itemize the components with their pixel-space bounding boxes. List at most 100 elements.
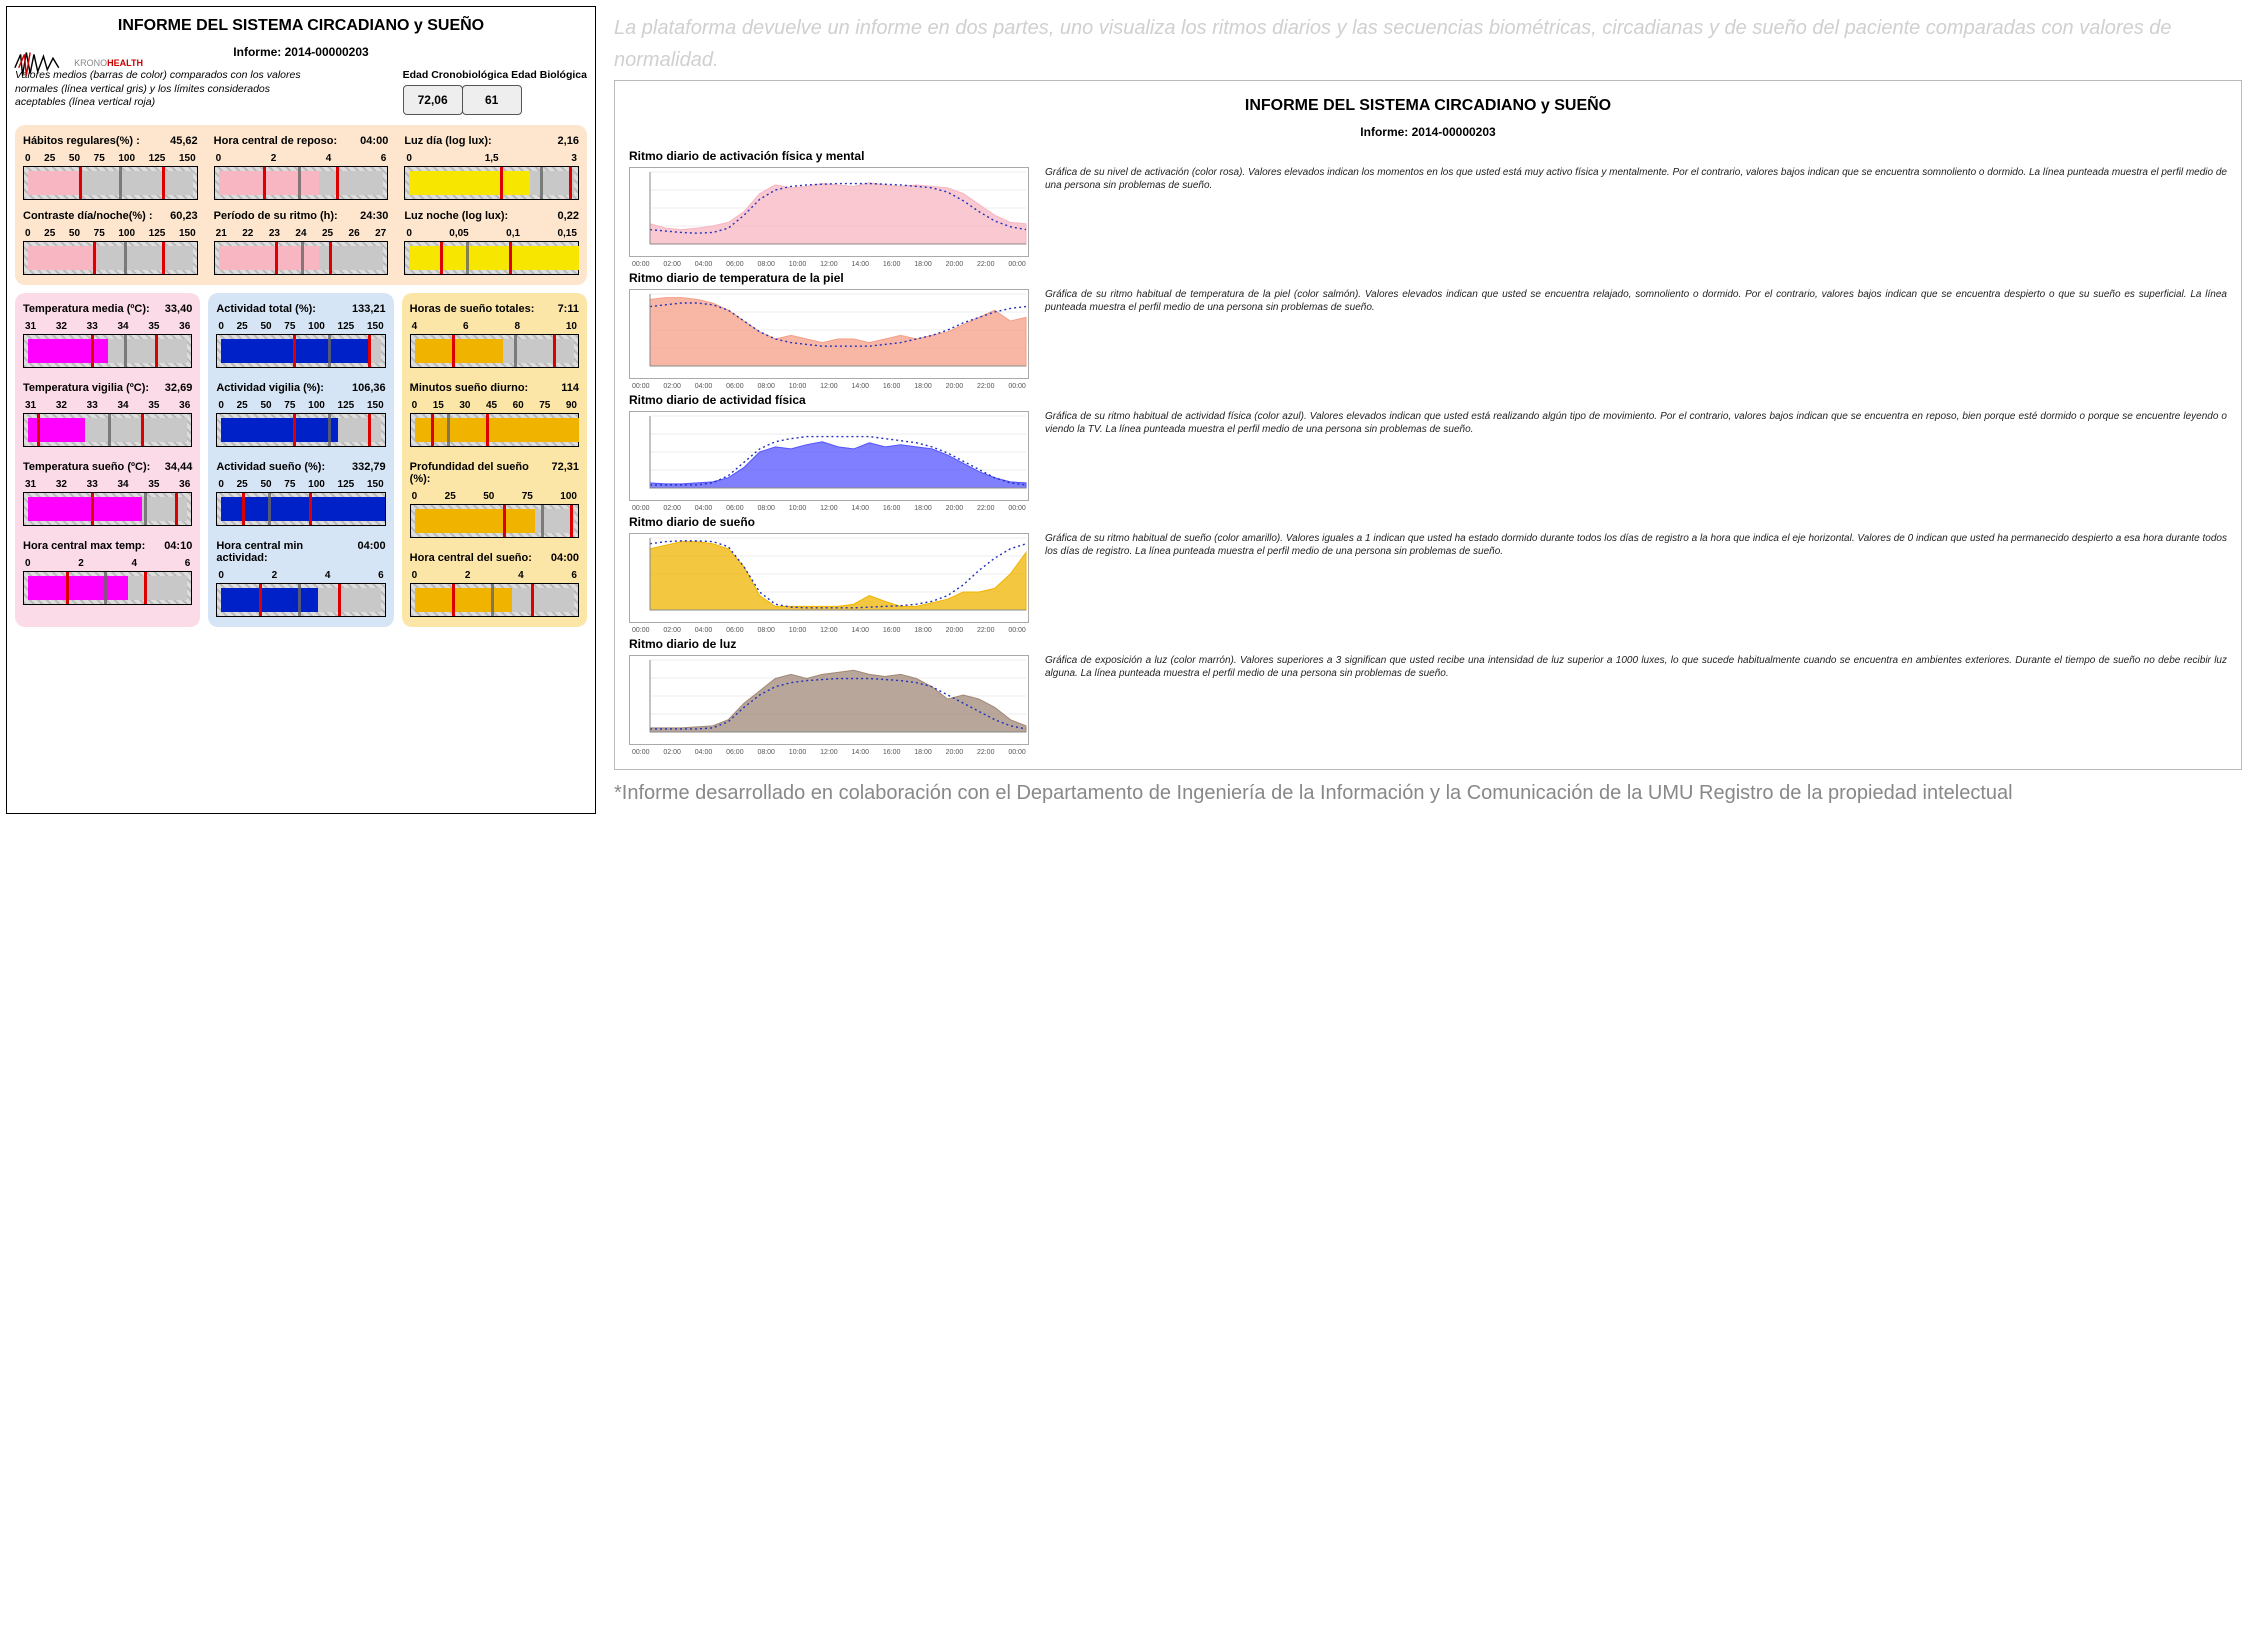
metric-label: Hora central min actividad: bbox=[216, 540, 357, 564]
metric-value: 7:11 bbox=[558, 303, 579, 315]
metric: Horas de sueño totales:7:1146810 bbox=[410, 301, 579, 368]
logo-text: KRONOHEALTH bbox=[74, 58, 143, 68]
metric-value: 34,44 bbox=[165, 461, 193, 473]
metric-value: 32,69 bbox=[165, 382, 193, 394]
sleep-column: Horas de sueño totales:7:1146810Minutos … bbox=[402, 293, 587, 627]
metric-ticks: 0255075100125150 bbox=[216, 479, 385, 490]
metric-ticks: 0255075100125150 bbox=[23, 153, 198, 164]
rhythm-desc: Gráfica de su ritmo habitual de temperat… bbox=[1045, 289, 2227, 314]
metric-ticks: 0153045607590 bbox=[410, 400, 579, 411]
metric-label: Hora central max temp: bbox=[23, 540, 145, 552]
metric-value: 0,22 bbox=[558, 210, 579, 222]
metric: Hora central max temp:04:100246 bbox=[23, 538, 192, 605]
metric-label: Contraste día/noche(%) : bbox=[23, 210, 153, 222]
metric-value: 332,79 bbox=[352, 461, 386, 473]
metric: Actividad vigilia (%):106,36025507510012… bbox=[216, 380, 385, 447]
metric: Temperatura sueño (ºC):34,44313233343536 bbox=[23, 459, 192, 526]
metric-label: Hora central de reposo: bbox=[214, 135, 337, 147]
metric: Hora central min actividad:04:00 0246 bbox=[216, 538, 385, 617]
metric-ticks: 0246 bbox=[216, 570, 385, 581]
bar-box bbox=[410, 413, 579, 447]
metric: Contraste día/noche(%) :60,2302550751001… bbox=[23, 208, 198, 275]
rhythm-chart: 00:0002:0004:0006:0008:0010:0012:0014:00… bbox=[629, 655, 1029, 745]
left-report-panel: KRONOHEALTH INFORME DEL SISTEMA CIRCADIA… bbox=[6, 6, 596, 814]
bar-box bbox=[23, 334, 192, 368]
top-metrics-group: Hábitos regulares(%) : 45,62 0255075100125… bbox=[15, 125, 587, 285]
metric-label: Minutos sueño diurno: bbox=[410, 382, 529, 394]
rhythm-title: Ritmo diario de sueño bbox=[629, 515, 2227, 529]
rhythm-title: Ritmo diario de actividad física bbox=[629, 393, 2227, 407]
metric-value: 60,23 bbox=[170, 210, 198, 222]
metric-value: 04:00 bbox=[551, 552, 579, 564]
age-header: Edad Cronobiológica Edad Biológica bbox=[403, 69, 587, 81]
logo: KRONOHEALTH bbox=[13, 45, 143, 81]
rhythm-desc: Gráfica de su nivel de activación (color… bbox=[1045, 167, 2227, 192]
metric-value: 45,62 bbox=[170, 135, 198, 147]
rhythm-block: Ritmo diario de activación física y ment… bbox=[629, 149, 2227, 257]
metric-value: 133,21 bbox=[352, 303, 386, 315]
metric: Profundidad del sueño (%):72,31025507510… bbox=[410, 459, 579, 538]
metric-ticks: 0255075100 bbox=[410, 491, 579, 502]
faded-intro: La plataforma devuelve un informe en dos… bbox=[614, 12, 2242, 76]
bar-box bbox=[23, 492, 192, 526]
activity-column: Actividad total (%): 133,21 02550751001251… bbox=[208, 293, 393, 627]
right-informe-label: Informe: 2014-00000203 bbox=[629, 125, 2227, 139]
metric: Período de su ritmo (h):24:3021222324252… bbox=[214, 208, 389, 275]
rhythm-chart: 00:0002:0004:0006:0008:0010:0012:0014:00… bbox=[629, 167, 1029, 257]
bar-box bbox=[23, 571, 192, 605]
metric-label: Horas de sueño totales: bbox=[410, 303, 535, 315]
metric-label: Actividad total (%): bbox=[216, 303, 316, 315]
edad-biologica: 61 bbox=[462, 85, 522, 115]
metric: Minutos sueño diurno: 114 0153045607590 bbox=[410, 380, 579, 447]
rhythm-chart: 00:0002:0004:0006:0008:0010:0012:0014:00… bbox=[629, 411, 1029, 501]
metric-ticks: 0246 bbox=[214, 153, 389, 164]
metric-value: 2,16 bbox=[558, 135, 579, 147]
rhythm-block: Ritmo diario de sueño 00:0002:0004:0006:0… bbox=[629, 515, 2227, 623]
footnote: *Informe desarrollado en colaboración co… bbox=[614, 778, 2242, 808]
bar-box bbox=[410, 583, 579, 617]
metric-ticks: 313233343536 bbox=[23, 479, 192, 490]
metric: Actividad sueño (%):332,7902550751001251… bbox=[216, 459, 385, 526]
bar-box bbox=[404, 166, 579, 200]
metric-label: Luz noche (log lux): bbox=[404, 210, 508, 222]
metric-value: 04:00 bbox=[358, 540, 386, 564]
metric: Luz noche (log lux): 0,22 00,050,10,15 bbox=[404, 208, 579, 275]
bar-box bbox=[410, 504, 579, 538]
temperature-column: Temperatura media (ºC): 33,40 313233343536… bbox=[15, 293, 200, 627]
rhythm-title: Ritmo diario de activación física y ment… bbox=[629, 149, 2227, 163]
bar-box bbox=[216, 583, 385, 617]
age-box: Edad Cronobiológica Edad Biológica 72,06… bbox=[403, 69, 587, 115]
metric-label: Temperatura media (ºC): bbox=[23, 303, 150, 315]
metric-label: Temperatura vigilia (ºC): bbox=[23, 382, 149, 394]
edad-cronobiologica: 72,06 bbox=[403, 85, 463, 115]
metric-label: Hora central del sueño: bbox=[410, 552, 532, 564]
bar-box bbox=[214, 166, 389, 200]
bar-box bbox=[23, 166, 198, 200]
rhythm-desc: Gráfica de su ritmo habitual de activida… bbox=[1045, 411, 2227, 436]
left-title: INFORME DEL SISTEMA CIRCADIANO y SUEÑO bbox=[15, 17, 587, 35]
bar-box bbox=[410, 334, 579, 368]
metric: Luz día (log lux):2,1601,53 bbox=[404, 133, 579, 200]
bar-box bbox=[404, 241, 579, 275]
metric-label: Período de su ritmo (h): bbox=[214, 210, 338, 222]
metric-label: Hábitos regulares(%) : bbox=[23, 135, 140, 147]
metric-label: Luz día (log lux): bbox=[404, 135, 491, 147]
rhythm-chart: 00:0002:0004:0006:0008:0010:0012:0014:00… bbox=[629, 289, 1029, 379]
right-panel: La plataforma devuelve un informe en dos… bbox=[604, 6, 2252, 814]
metric-ticks: 0255075100125150 bbox=[216, 400, 385, 411]
metric-ticks: 0246 bbox=[410, 570, 579, 581]
metric: Temperatura media (ºC):33,40313233343536 bbox=[23, 301, 192, 368]
rhythm-chart: 00:0002:0004:0006:0008:0010:0012:0014:00… bbox=[629, 533, 1029, 623]
bar-box bbox=[216, 492, 385, 526]
metric-value: 114 bbox=[561, 382, 579, 394]
metric-value: 24:30 bbox=[360, 210, 388, 222]
metric-ticks: 00,050,10,15 bbox=[404, 228, 579, 239]
right-report: INFORME DEL SISTEMA CIRCADIANO y SUEÑO I… bbox=[614, 80, 2242, 770]
right-title: INFORME DEL SISTEMA CIRCADIANO y SUEÑO bbox=[629, 97, 2227, 115]
rhythm-block: Ritmo diario de actividad física 00:0002:… bbox=[629, 393, 2227, 501]
rhythm-block: Ritmo diario de luz00:0002:0004:0006:000… bbox=[629, 637, 2227, 745]
metric-ticks: 0246 bbox=[23, 558, 192, 569]
bar-box bbox=[216, 334, 385, 368]
metric: Actividad total (%):133,2102550751001251… bbox=[216, 301, 385, 368]
metric-value: 33,40 bbox=[165, 303, 193, 315]
